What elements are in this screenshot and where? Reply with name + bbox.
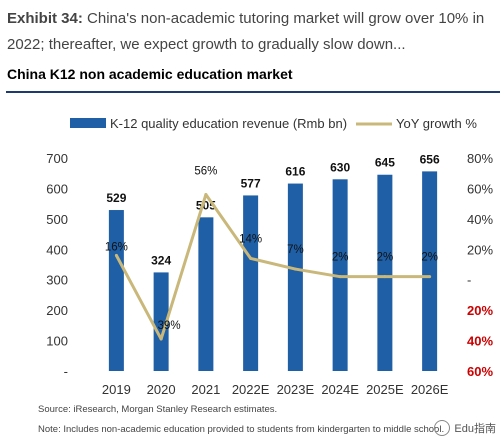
bar-value-label: 529: [106, 191, 126, 205]
x-axis: 2019 2020 2021 2022E 2023E 2024E 2025E 2026E: [102, 382, 449, 397]
left-axis-tick-label: 500: [46, 212, 68, 227]
right-axis-tick-label: 60%: [467, 181, 493, 196]
right-axis-tick-label: 20%: [467, 303, 493, 318]
right-axis-tick-label: 20%: [467, 242, 493, 257]
growth-point: [114, 253, 118, 257]
growth-value-label: 16%: [105, 241, 128, 253]
growth-value-label: 14%: [239, 233, 262, 245]
bar-value-label: 630: [330, 160, 350, 174]
growth-point: [338, 275, 342, 279]
bar-value-label: 645: [375, 156, 395, 170]
growth-value-label: 39%: [158, 320, 181, 332]
left-axis-tick-label: 400: [46, 242, 68, 257]
exhibit-heading: Exhibit 34: China's non-academic tutorin…: [7, 6, 501, 58]
chart-title: China K12 non academic education market: [7, 66, 293, 82]
bar-value-label: 656: [420, 152, 440, 166]
bar: [108, 210, 124, 371]
footnote: Note: Includes non-academic education pr…: [38, 424, 445, 435]
exhibit-label: Exhibit 34:: [7, 10, 83, 27]
source-note: Source: iResearch, Morgan Stanley Resear…: [38, 404, 278, 415]
title-divider: [6, 91, 500, 93]
growth-point: [204, 193, 208, 197]
right-axis: 80% 60% 40% 20% - 20% 40% 60%: [467, 151, 493, 379]
right-axis-tick-label: 40%: [467, 212, 493, 227]
growth-value-label: 56%: [194, 166, 217, 178]
growth-point: [249, 256, 253, 260]
bar: [377, 174, 393, 371]
x-axis-tick-label: 2020: [147, 382, 176, 397]
right-axis-tick-label: 40%: [467, 334, 493, 349]
growth-value-label: 2%: [332, 252, 349, 264]
growth-line: [115, 193, 430, 341]
x-axis-tick-label: 2023E: [277, 382, 315, 397]
growth-point: [383, 275, 387, 279]
growth-value-label: 2%: [421, 252, 438, 264]
growth-line-series: [114, 193, 432, 341]
legend-bar-label: K-12 quality education revenue (Rmb bn): [110, 116, 347, 131]
x-axis-tick-label: 2021: [191, 382, 220, 397]
bar-value-label: 616: [285, 165, 305, 179]
legend-bar-swatch: [70, 118, 106, 128]
bar-value-label: 577: [241, 176, 261, 190]
growth-point: [428, 275, 432, 279]
left-axis: 700 600 500 400 300 200 100 -: [46, 151, 68, 379]
growth-point: [159, 337, 163, 341]
growth-value-labels: 16% 39% 56% 14% 7% 2% 2% 2%: [105, 166, 438, 333]
growth-value-label: 7%: [287, 244, 304, 256]
growth-point: [293, 267, 297, 271]
left-axis-tick-label: -: [64, 364, 68, 379]
x-axis-tick-label: 2025E: [366, 382, 404, 397]
bar: [243, 195, 259, 371]
left-axis-tick-label: 600: [46, 181, 68, 196]
right-axis-tick-label: 60%: [467, 364, 493, 379]
right-axis-tick-label: 80%: [467, 151, 493, 166]
x-axis-tick-label: 2026E: [411, 382, 449, 397]
x-axis-tick-label: 2024E: [321, 382, 359, 397]
bar: [287, 183, 303, 371]
bar: [422, 171, 438, 371]
exhibit-text: China's non-academic tutoring market wil…: [7, 10, 485, 53]
bar: [198, 217, 214, 371]
left-axis-tick-label: 700: [46, 151, 68, 166]
watermark: Edu指南: [434, 420, 496, 436]
right-axis-tick-label: -: [467, 273, 471, 288]
chart-legend: K-12 quality education revenue (Rmb bn) …: [70, 116, 477, 131]
watermark-text: Edu指南: [454, 423, 496, 435]
bar-value-label: 324: [151, 253, 171, 267]
left-axis-tick-label: 300: [46, 273, 68, 288]
x-axis-tick-label: 2022E: [232, 382, 270, 397]
left-axis-tick-label: 100: [46, 334, 68, 349]
wechat-icon: [434, 420, 451, 436]
growth-value-label: 2%: [377, 252, 394, 264]
legend-line-label: YoY growth %: [396, 116, 477, 131]
x-axis-tick-label: 2019: [102, 382, 131, 397]
bar: [153, 272, 169, 371]
bar-series: [108, 171, 438, 371]
left-axis-tick-label: 200: [46, 303, 68, 318]
